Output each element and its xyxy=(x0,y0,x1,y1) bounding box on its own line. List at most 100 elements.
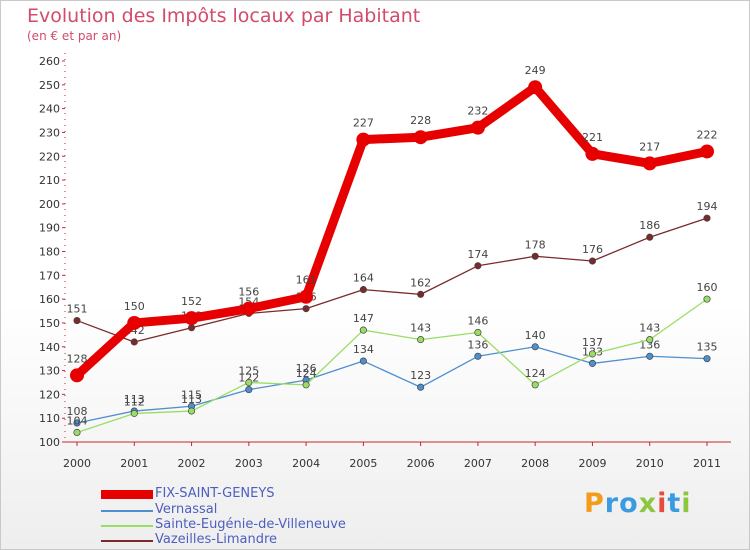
data-point-sainte-eugenie-de-villeneuve xyxy=(531,381,539,389)
x-tick-label: 2008 xyxy=(521,457,549,470)
y-tick-label: 110 xyxy=(39,412,60,425)
data-label-sainte-eugenie-de-villeneuve: 143 xyxy=(639,322,660,335)
data-point-vazeilles-limandre xyxy=(531,252,539,260)
data-label-vazeilles-limandre: 162 xyxy=(410,276,431,289)
data-point-vazeilles-limandre xyxy=(187,324,196,332)
data-point-fix-saint-geneys xyxy=(127,315,142,330)
x-tick-label: 2009 xyxy=(578,457,606,470)
data-point-vazeilles-limandre xyxy=(588,257,597,265)
data-point-sainte-eugenie-de-villeneuve xyxy=(359,326,367,334)
data-point-sainte-eugenie-de-villeneuve xyxy=(588,350,597,358)
series-line-fix-saint-geneys xyxy=(72,82,712,380)
y-tick-label: 260 xyxy=(39,55,60,68)
data-label-sainte-eugenie-de-villeneuve: 104 xyxy=(67,414,88,427)
y-tick-label: 230 xyxy=(39,126,60,139)
y-tick-label: 160 xyxy=(39,293,60,306)
series-line-vernassal xyxy=(76,346,708,424)
data-point-vazeilles-limandre xyxy=(359,286,367,294)
data-label-fix-saint-geneys: 128 xyxy=(67,352,88,365)
series-line-sainte-eugenie-de-villeneuve xyxy=(76,298,708,434)
data-label-vazeilles-limandre: 178 xyxy=(525,238,546,251)
data-label-vernassal: 135 xyxy=(697,341,718,354)
data-label-vazeilles-limandre: 151 xyxy=(67,303,88,316)
y-tick-label: 220 xyxy=(39,150,60,163)
data-label-vernassal: 123 xyxy=(410,369,431,382)
x-tick-label: 2000 xyxy=(63,457,91,470)
x-tick-label: 2005 xyxy=(349,457,377,470)
y-tick-label: 140 xyxy=(39,341,60,354)
data-label-vernassal: 136 xyxy=(467,338,488,351)
data-point-sainte-eugenie-de-villeneuve xyxy=(417,336,425,344)
data-point-fix-saint-geneys xyxy=(70,368,84,383)
x-tick-label: 2007 xyxy=(464,457,492,470)
data-point-vazeilles-limandre xyxy=(703,214,711,222)
x-tick-label: 2004 xyxy=(292,457,320,470)
data-point-fix-saint-geneys xyxy=(241,301,256,316)
data-label-vazeilles-limandre: 176 xyxy=(582,243,603,256)
data-label-vernassal: 134 xyxy=(353,343,374,356)
data-point-sainte-eugenie-de-villeneuve xyxy=(703,295,711,303)
y-tick-label: 150 xyxy=(39,317,60,330)
data-label-fix-saint-geneys: 152 xyxy=(181,295,202,308)
data-point-fix-saint-geneys xyxy=(585,146,600,161)
data-label-fix-saint-geneys: 161 xyxy=(296,274,317,287)
data-label-fix-saint-geneys: 221 xyxy=(582,131,603,144)
data-point-vazeilles-limandre xyxy=(130,338,138,346)
legend-label: Vernassal xyxy=(155,502,218,517)
data-point-fix-saint-geneys xyxy=(356,132,371,147)
data-point-vernassal xyxy=(588,359,597,367)
proxiti-logo: Proxiti xyxy=(584,488,692,519)
data-label-sainte-eugenie-de-villeneuve: 143 xyxy=(410,322,431,335)
data-label-sainte-eugenie-de-villeneuve: 113 xyxy=(181,393,202,406)
data-label-vernassal: 113 xyxy=(124,393,145,406)
x-tick-label: 2010 xyxy=(636,457,664,470)
y-tick-label: 120 xyxy=(39,388,60,401)
data-point-vernassal xyxy=(646,352,654,360)
data-label-fix-saint-geneys: 232 xyxy=(467,105,488,118)
data-point-sainte-eugenie-de-villeneuve xyxy=(245,378,253,387)
data-point-fix-saint-geneys xyxy=(470,120,485,135)
y-tick-label: 200 xyxy=(39,198,60,211)
data-point-vernassal xyxy=(73,419,81,427)
data-point-fix-saint-geneys xyxy=(528,80,543,95)
data-label-vernassal: 115 xyxy=(181,388,202,401)
legend-swatch xyxy=(101,490,153,499)
data-label-vazeilles-limandre: 186 xyxy=(639,219,660,232)
data-point-vernassal xyxy=(531,343,539,351)
legend-swatch xyxy=(101,525,153,527)
data-point-vernassal xyxy=(245,386,253,394)
data-point-sainte-eugenie-de-villeneuve xyxy=(130,409,138,417)
data-label-vazeilles-limandre: 174 xyxy=(467,248,488,261)
y-tick-label: 240 xyxy=(39,103,60,116)
data-label-sainte-eugenie-de-villeneuve: 137 xyxy=(582,336,603,349)
data-label-fix-saint-geneys: 228 xyxy=(410,114,431,127)
data-label-vernassal: 108 xyxy=(67,405,88,418)
data-label-vazeilles-limandre: 164 xyxy=(353,272,374,285)
legend-label: FIX-SAINT-GENEYS xyxy=(155,486,275,501)
chart-title: Evolution des Impôts locaux par Habitant xyxy=(27,5,421,27)
legend-label: Sainte-Eugénie-de-Villeneuve xyxy=(155,517,346,532)
data-point-sainte-eugenie-de-villeneuve xyxy=(646,336,654,344)
data-point-fix-saint-geneys xyxy=(642,156,657,171)
data-label-sainte-eugenie-de-villeneuve: 124 xyxy=(525,367,546,380)
data-point-fix-saint-geneys xyxy=(299,289,314,304)
data-label-sainte-eugenie-de-villeneuve: 112 xyxy=(124,395,145,408)
data-point-fix-saint-geneys xyxy=(184,311,199,326)
data-label-sainte-eugenie-de-villeneuve: 125 xyxy=(238,364,259,377)
data-label-sainte-eugenie-de-villeneuve: 124 xyxy=(296,367,317,380)
data-point-sainte-eugenie-de-villeneuve xyxy=(187,407,196,415)
data-point-vernassal xyxy=(359,357,367,365)
data-point-sainte-eugenie-de-villeneuve xyxy=(73,428,81,437)
x-tick-label: 2003 xyxy=(235,457,263,470)
data-label-fix-saint-geneys: 249 xyxy=(525,64,546,77)
data-label-vazeilles-limandre: 194 xyxy=(697,200,718,213)
data-point-vernassal xyxy=(417,383,425,391)
y-tick-label: 130 xyxy=(39,365,60,378)
chart-subtitle: (en € et par an) xyxy=(27,29,122,43)
data-point-vernassal xyxy=(703,355,711,363)
data-label-fix-saint-geneys: 150 xyxy=(124,300,145,313)
x-tick-label: 2006 xyxy=(407,457,435,470)
data-label-fix-saint-geneys: 227 xyxy=(353,117,374,130)
